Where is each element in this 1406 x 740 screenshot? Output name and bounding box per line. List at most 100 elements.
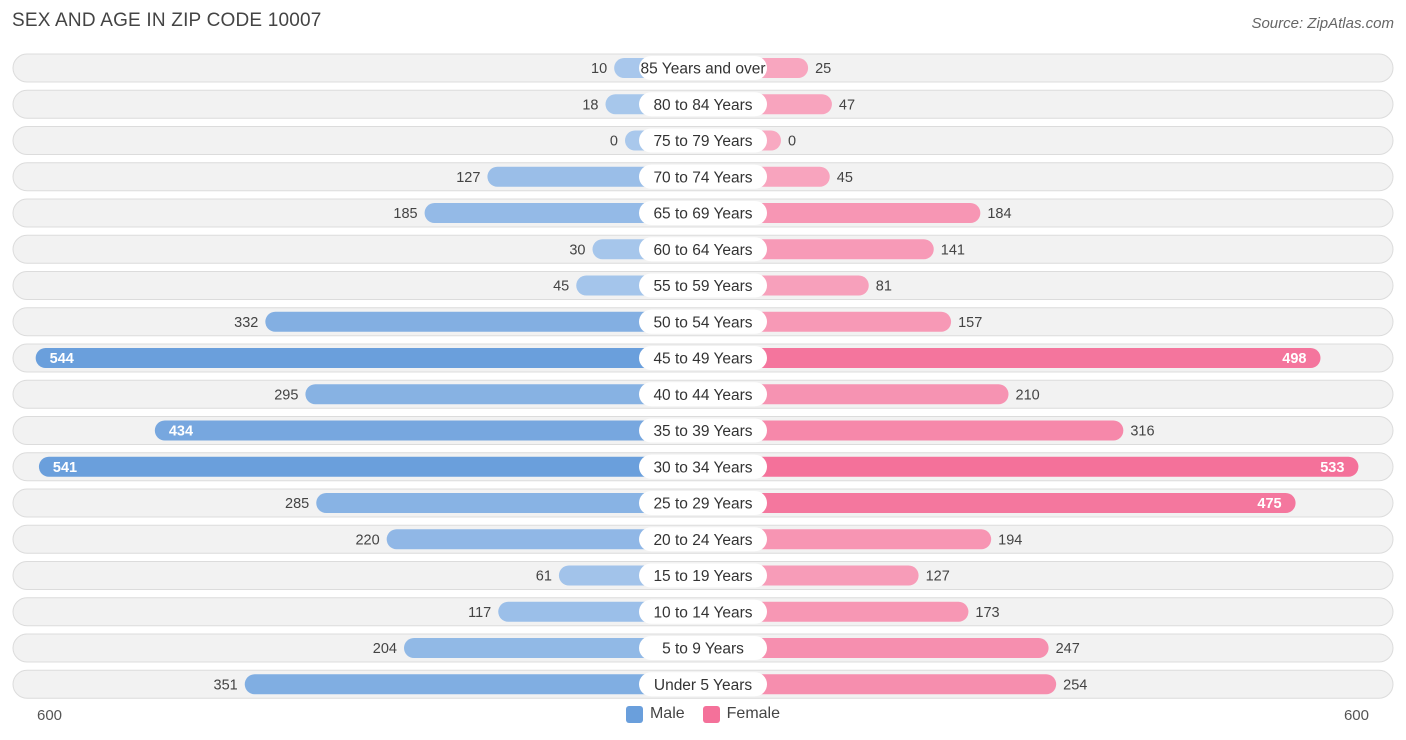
category-label-pill	[639, 128, 767, 153]
value-label-female: 25	[815, 61, 831, 77]
bar-female	[703, 456, 1359, 477]
legend-item-female: Female	[702, 705, 781, 723]
value-label-female: 247	[1056, 641, 1080, 657]
value-label-male: 10	[591, 61, 607, 77]
bar-male	[404, 638, 703, 658]
category-label: 50 to 54 Years	[653, 314, 752, 331]
bar-female	[703, 601, 969, 622]
category-label: 40 to 44 Years	[653, 387, 752, 404]
chart-title: SEX AND AGE IN ZIP CODE 10007	[12, 10, 322, 31]
category-label-pill	[639, 491, 767, 515]
value-label-female: 194	[998, 532, 1022, 548]
category-label: 25 to 29 Years	[653, 496, 752, 513]
category-label: 55 to 59 Years	[653, 278, 752, 295]
bar-female	[703, 420, 1124, 441]
category-label-pill	[639, 672, 767, 697]
bar-male	[265, 311, 703, 332]
value-label-male: 434	[169, 424, 193, 440]
category-label-pill	[639, 636, 767, 660]
category-label: 30 to 34 Years	[653, 459, 752, 476]
legend-swatch-female	[702, 705, 720, 723]
category-label: 10 to 14 Years	[653, 604, 752, 621]
value-label-male: 541	[53, 460, 77, 476]
bar-male	[38, 456, 703, 477]
value-label-female: 127	[926, 569, 950, 585]
legend-item-male: Male	[625, 705, 685, 723]
value-label-female: 210	[1016, 387, 1040, 403]
category-label-pill	[639, 527, 767, 552]
value-label-female: 173	[975, 605, 999, 621]
value-label-female: 141	[941, 242, 965, 258]
bar-female	[703, 493, 1296, 513]
category-label: 70 to 74 Years	[653, 169, 752, 186]
value-label-male: 18	[582, 97, 598, 113]
value-label-female: 316	[1130, 424, 1154, 440]
category-label-pill	[639, 599, 767, 624]
value-label-male: 204	[373, 641, 397, 657]
category-label: 75 to 79 Years	[653, 133, 752, 150]
bar-female	[703, 638, 1049, 658]
category-label-pill	[639, 164, 767, 189]
value-label-female: 184	[987, 206, 1011, 222]
value-label-male: 332	[234, 315, 258, 331]
value-label-female: 475	[1257, 496, 1281, 512]
value-label-male: 45	[553, 279, 569, 295]
category-label-pill	[639, 382, 767, 407]
value-label-male: 220	[355, 532, 379, 548]
legend-label-male: Male	[649, 705, 685, 722]
legend-label-female: Female	[726, 705, 781, 722]
value-label-male: 544	[50, 351, 74, 367]
category-label-pill	[639, 237, 767, 262]
bar-male	[316, 493, 703, 513]
value-label-female: 47	[839, 97, 855, 113]
legend: Male Female	[0, 705, 1406, 723]
category-label: 35 to 39 Years	[653, 423, 752, 440]
bar-male	[244, 674, 703, 695]
category-label-pill	[639, 56, 767, 80]
axis-right-label: 600	[1343, 707, 1369, 724]
value-label-female: 45	[837, 170, 853, 186]
value-label-female: 533	[1320, 460, 1344, 476]
category-label-pill	[639, 201, 767, 225]
bar-female	[703, 203, 981, 223]
category-label: 85 Years and over	[641, 61, 766, 78]
value-label-female: 0	[788, 134, 796, 150]
category-label-pill	[639, 273, 767, 298]
category-label: 65 to 69 Years	[653, 206, 752, 223]
bar-male	[35, 348, 703, 368]
bar-male	[386, 529, 703, 550]
value-label-male: 295	[274, 387, 298, 403]
category-label-pill	[639, 418, 767, 443]
value-label-male: 185	[393, 206, 417, 222]
category-label-pill	[639, 92, 767, 117]
legend-swatch-male	[625, 705, 643, 723]
value-label-female: 81	[876, 279, 892, 295]
category-label-pill	[639, 309, 767, 334]
value-label-male: 61	[536, 569, 552, 585]
axis-left-label: 600	[37, 707, 63, 724]
category-label-pill	[639, 563, 767, 588]
value-label-male: 0	[610, 134, 618, 150]
category-label: 5 to 9 Years	[662, 641, 744, 658]
bar-male	[154, 420, 704, 441]
value-label-male: 127	[456, 170, 480, 186]
bar-male	[305, 384, 703, 405]
value-label-male: 30	[569, 242, 585, 258]
source-text: Source: ZipAtlas.com	[1251, 15, 1394, 32]
category-label: 80 to 84 Years	[653, 97, 752, 114]
value-label-female: 498	[1282, 351, 1306, 367]
value-label-male: 117	[468, 605, 491, 621]
value-label-female: 157	[958, 315, 982, 331]
bar-male	[424, 203, 703, 223]
bar-female	[703, 384, 1009, 405]
category-label: 15 to 19 Years	[653, 568, 752, 585]
category-label: 45 to 49 Years	[653, 351, 752, 368]
value-label-male: 285	[285, 496, 309, 512]
category-label-pill	[639, 346, 767, 370]
bar-female	[703, 348, 1321, 368]
category-label-pill	[639, 454, 767, 479]
category-label: 60 to 64 Years	[653, 242, 752, 259]
bar-female	[703, 674, 1057, 695]
category-label: Under 5 Years	[654, 677, 752, 694]
